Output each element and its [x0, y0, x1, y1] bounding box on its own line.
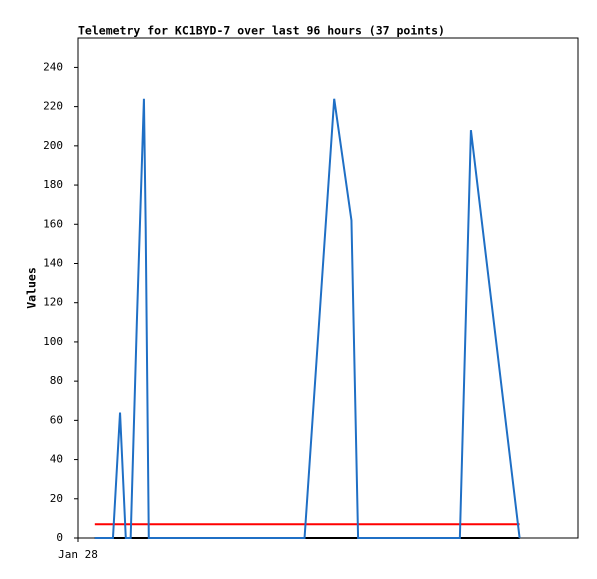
chart-title: Telemetry for KC1BYD-7 over last 96 hour…	[78, 24, 445, 38]
x-tick-label: Jan 28	[58, 548, 98, 561]
y-tick-label: 160	[43, 217, 63, 230]
y-tick-label: 100	[43, 335, 63, 348]
y-tick-label: 120	[43, 296, 63, 309]
y-tick-label: 240	[43, 60, 63, 73]
y-tick-label: 40	[50, 453, 63, 466]
y-tick-label: 20	[50, 492, 63, 505]
y-tick-label: 220	[43, 100, 63, 113]
y-tick-label: 140	[43, 256, 63, 269]
y-tick-label: 0	[56, 531, 63, 544]
y-tick-label: 60	[50, 413, 63, 426]
y-axis-label: Values	[25, 267, 39, 309]
data-line	[94, 98, 521, 539]
y-tick-label: 200	[43, 139, 63, 152]
y-tick-label: 180	[43, 178, 63, 191]
y-tick-label: 80	[50, 374, 63, 387]
